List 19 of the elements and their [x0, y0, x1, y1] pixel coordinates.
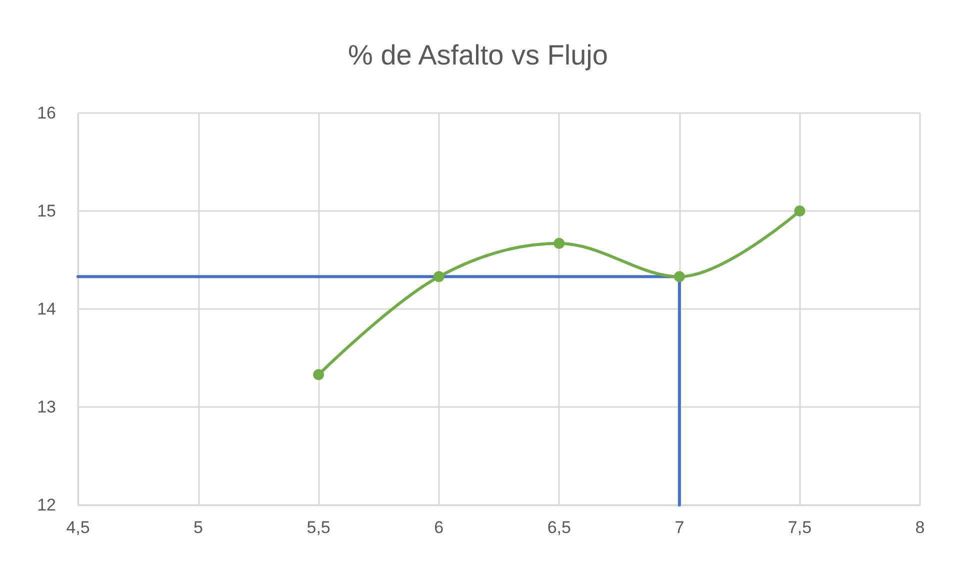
y-tick-label: 16	[37, 104, 56, 122]
y-tick-label: 12	[37, 496, 56, 514]
chart-title: % de Asfalto vs Flujo	[348, 40, 608, 70]
point	[674, 271, 685, 282]
y-tick-label: 14	[37, 300, 56, 318]
x-tick-label: 7	[674, 518, 684, 537]
x-tick-label: 5	[194, 518, 204, 537]
x-tick-label: 5,5	[306, 518, 330, 537]
point	[794, 206, 806, 216]
x-tick-label: 4,5	[66, 518, 90, 537]
x-tick-label: 7,5	[788, 518, 812, 537]
y-tick-label: 13	[37, 398, 56, 416]
x-tick-label: 8	[915, 518, 925, 537]
point	[313, 369, 324, 380]
y-tick-label: 15	[37, 202, 56, 220]
point	[554, 238, 565, 249]
point	[433, 271, 444, 282]
x-tick-label: 6,5	[547, 518, 571, 537]
x-tick-label: 6	[434, 518, 444, 537]
